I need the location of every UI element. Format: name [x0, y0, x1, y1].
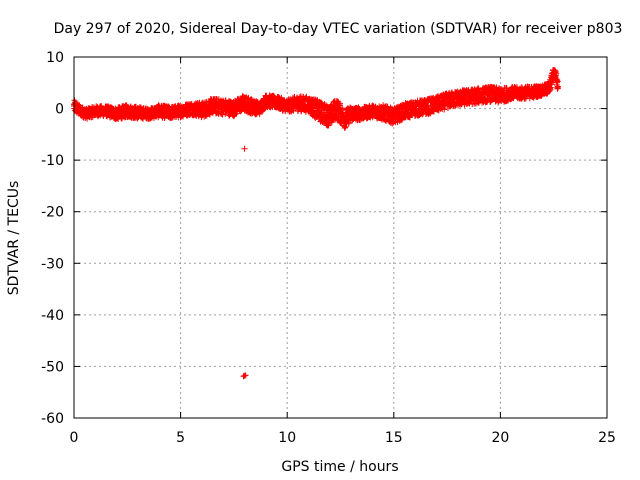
- data-point: [554, 84, 561, 91]
- data-point: [401, 108, 408, 115]
- data-point: [262, 97, 269, 104]
- data-point: [209, 102, 216, 109]
- data-point: [92, 108, 99, 115]
- y-tick-label: 10: [46, 50, 64, 66]
- plot-frame: [73, 56, 608, 419]
- data-point: [433, 101, 440, 108]
- data-point: [454, 95, 461, 102]
- y-tick-label: -30: [41, 256, 64, 272]
- chart-title: Day 297 of 2020, Sidereal Day-to-day VTE…: [54, 21, 623, 37]
- data-point: [540, 87, 547, 94]
- x-tick-label: 25: [598, 430, 616, 446]
- data-point: [341, 124, 348, 131]
- data-point: [337, 100, 344, 107]
- data-point: [230, 105, 237, 112]
- x-axis-tick-labels: 0 5 10 15 20 25: [70, 430, 616, 446]
- data-point: [554, 78, 561, 85]
- outlier-point: [241, 372, 248, 379]
- x-tick-label: 5: [176, 430, 185, 446]
- data-point: [247, 102, 254, 109]
- y-axis-tick-labels: 10 0 -10 -20 -30 -40 -50 -60: [41, 50, 64, 427]
- x-tick-label: 0: [70, 430, 79, 446]
- data-point: [465, 94, 472, 101]
- outlier-point: [241, 145, 248, 152]
- data-points: [71, 66, 561, 380]
- data-point: [341, 115, 348, 122]
- data-point: [166, 109, 173, 116]
- y-tick-label: -50: [41, 359, 64, 375]
- data-point: [316, 108, 323, 115]
- data-point: [220, 104, 227, 111]
- data-point: [333, 105, 340, 112]
- x-tick-label: 20: [491, 430, 509, 446]
- data-point: [546, 84, 553, 91]
- data-point: [348, 110, 355, 117]
- data-point: [422, 104, 429, 111]
- data-point: [496, 85, 503, 92]
- data-point: [188, 105, 195, 112]
- data-point: [124, 108, 131, 115]
- data-point: [326, 113, 333, 120]
- x-tick-label: 15: [385, 430, 403, 446]
- data-point: [198, 107, 205, 114]
- y-tick-label: -20: [41, 205, 64, 221]
- data-point: [529, 89, 536, 96]
- data-point: [444, 97, 451, 104]
- data-point: [156, 108, 163, 115]
- data-point: [552, 72, 559, 79]
- data-point: [518, 90, 525, 97]
- x-axis-label: GPS time / hours: [281, 459, 398, 475]
- data-point: [486, 91, 493, 98]
- data-point: [134, 109, 141, 116]
- y-tick-label: -10: [41, 153, 64, 169]
- y-tick-label: -60: [41, 411, 64, 427]
- data-point: [305, 101, 312, 108]
- outlier-point: [242, 372, 249, 379]
- data-point: [77, 108, 84, 115]
- data-point: [102, 108, 109, 115]
- data-point: [237, 108, 244, 115]
- data-point: [476, 92, 483, 99]
- data-point: [479, 91, 486, 98]
- data-point: [113, 110, 120, 117]
- data-point: [390, 113, 397, 120]
- data-point: [284, 102, 291, 109]
- data-point: [455, 102, 462, 109]
- x-tick-label: 10: [278, 430, 296, 446]
- data-point: [497, 92, 504, 99]
- data-point: [358, 110, 365, 117]
- data-point: [239, 100, 246, 107]
- data-point: [219, 111, 226, 118]
- data-point: [342, 124, 349, 131]
- data-point: [412, 105, 419, 112]
- y-axis-label: SDTVAR / TECUs: [6, 181, 22, 296]
- data-point: [345, 119, 352, 126]
- data-point: [145, 110, 152, 117]
- y-tick-label: -40: [41, 308, 64, 324]
- data-point: [294, 100, 301, 107]
- y-tick-label: 0: [55, 102, 64, 118]
- data-point: [369, 108, 376, 115]
- data-point: [256, 105, 263, 112]
- data-point: [380, 109, 387, 116]
- data-point: [273, 99, 280, 106]
- data-point: [177, 108, 184, 115]
- data-point: [83, 110, 90, 117]
- data-point: [508, 90, 515, 97]
